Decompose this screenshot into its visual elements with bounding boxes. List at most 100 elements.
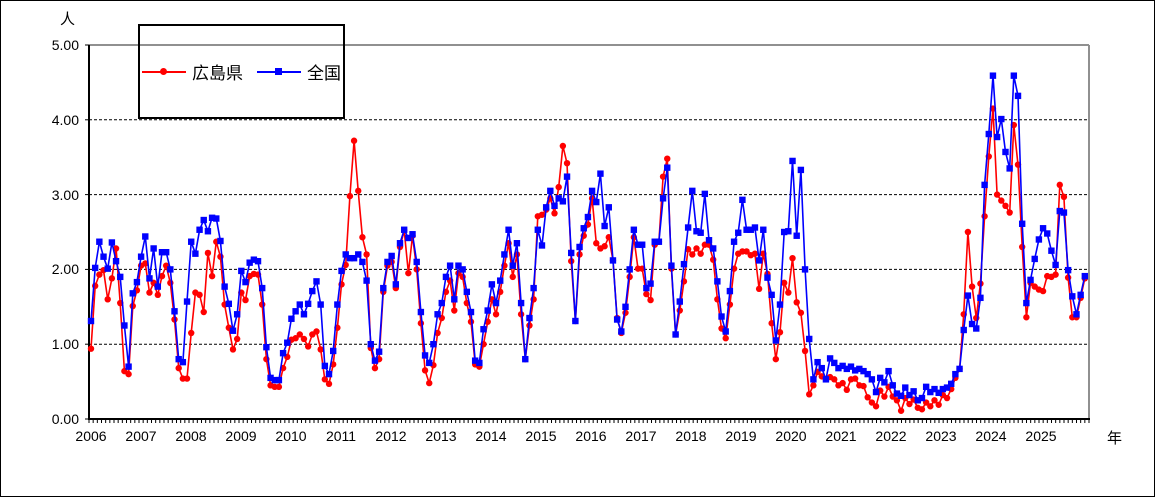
data-point xyxy=(208,272,216,280)
data-point xyxy=(200,216,207,224)
data-point xyxy=(375,348,383,355)
data-point xyxy=(162,248,170,256)
data-point xyxy=(918,406,926,413)
data-point xyxy=(225,300,232,308)
data-point xyxy=(914,397,921,404)
data-point xyxy=(910,388,917,395)
data-point xyxy=(864,394,871,401)
data-point xyxy=(818,364,825,372)
data-point xyxy=(664,155,671,162)
data-point xyxy=(467,308,475,316)
data-point xyxy=(229,346,237,353)
data-point xyxy=(451,307,458,314)
data-point xyxy=(939,385,947,393)
data-point xyxy=(806,391,813,398)
data-point xyxy=(125,370,132,378)
data-point xyxy=(396,240,404,247)
data-point xyxy=(831,359,838,367)
data-point xyxy=(601,243,608,250)
data-point xyxy=(183,375,191,382)
x-tick-label: 2011 xyxy=(325,428,357,444)
data-point xyxy=(430,341,437,348)
data-point xyxy=(918,394,926,402)
data-point xyxy=(1006,165,1013,172)
data-point xyxy=(426,359,433,367)
data-point xyxy=(446,262,454,269)
data-point xyxy=(367,341,374,348)
data-point xyxy=(593,240,600,247)
data-point xyxy=(860,382,867,390)
data-point xyxy=(776,329,784,336)
data-point xyxy=(204,249,212,257)
data-point xyxy=(789,157,796,165)
data-point xyxy=(768,320,775,327)
data-point xyxy=(426,379,433,387)
data-point xyxy=(647,280,654,287)
data-point xyxy=(292,335,299,342)
data-point xyxy=(87,317,95,325)
data-point xyxy=(438,299,445,307)
data-point xyxy=(906,391,913,399)
data-point xyxy=(697,229,704,236)
x-tick-label: 2024 xyxy=(975,428,1007,444)
data-point xyxy=(175,364,182,372)
data-point xyxy=(785,228,792,235)
data-point xyxy=(254,257,262,265)
data-point xyxy=(1052,271,1059,278)
data-point xyxy=(998,115,1005,123)
data-point xyxy=(1069,293,1076,300)
x-tick-label: 2017 xyxy=(625,428,657,444)
data-point xyxy=(1077,291,1084,299)
data-point xyxy=(722,335,729,342)
data-point xyxy=(505,226,512,233)
data-point xyxy=(968,283,976,290)
data-point xyxy=(359,258,366,266)
data-point xyxy=(167,266,174,273)
data-point xyxy=(739,196,746,204)
data-point xyxy=(1073,311,1080,318)
data-point xyxy=(1031,255,1038,263)
x-tick-label: 2021 xyxy=(825,428,857,444)
data-point xyxy=(112,257,120,265)
data-point xyxy=(229,327,237,334)
x-tick-label: 2025 xyxy=(1025,428,1057,444)
data-point xyxy=(755,285,763,293)
data-point xyxy=(259,301,266,308)
data-point xyxy=(388,252,395,260)
data-point xyxy=(772,337,780,344)
data-point xyxy=(509,273,516,281)
data-point xyxy=(242,278,249,286)
data-point xyxy=(400,226,408,233)
data-point xyxy=(275,383,283,391)
data-point xyxy=(171,308,178,315)
y-tick-label: 3.00 xyxy=(51,186,79,203)
data-point xyxy=(851,375,859,382)
data-point xyxy=(897,392,905,400)
data-point xyxy=(860,367,867,375)
data-point xyxy=(684,224,692,231)
data-point xyxy=(492,311,500,318)
data-point xyxy=(931,397,938,404)
data-point xyxy=(563,173,571,180)
data-point xyxy=(321,376,329,383)
data-point xyxy=(559,142,567,150)
data-point xyxy=(881,393,888,400)
data-point xyxy=(271,376,278,384)
x-tick-label: 2009 xyxy=(225,428,257,444)
data-point xyxy=(998,197,1005,204)
data-point xyxy=(626,266,633,273)
data-point xyxy=(634,241,642,248)
data-point xyxy=(342,251,349,258)
data-point xyxy=(154,291,162,299)
data-point xyxy=(304,300,312,308)
data-point xyxy=(104,296,111,303)
data-point xyxy=(542,204,550,211)
data-point xyxy=(371,364,379,372)
data-point xyxy=(597,170,604,177)
data-point xyxy=(643,284,650,292)
data-point xyxy=(350,254,358,262)
data-point xyxy=(350,137,358,144)
x-tick-label: 2010 xyxy=(275,428,307,444)
data-point xyxy=(768,291,775,299)
data-point xyxy=(822,376,830,383)
